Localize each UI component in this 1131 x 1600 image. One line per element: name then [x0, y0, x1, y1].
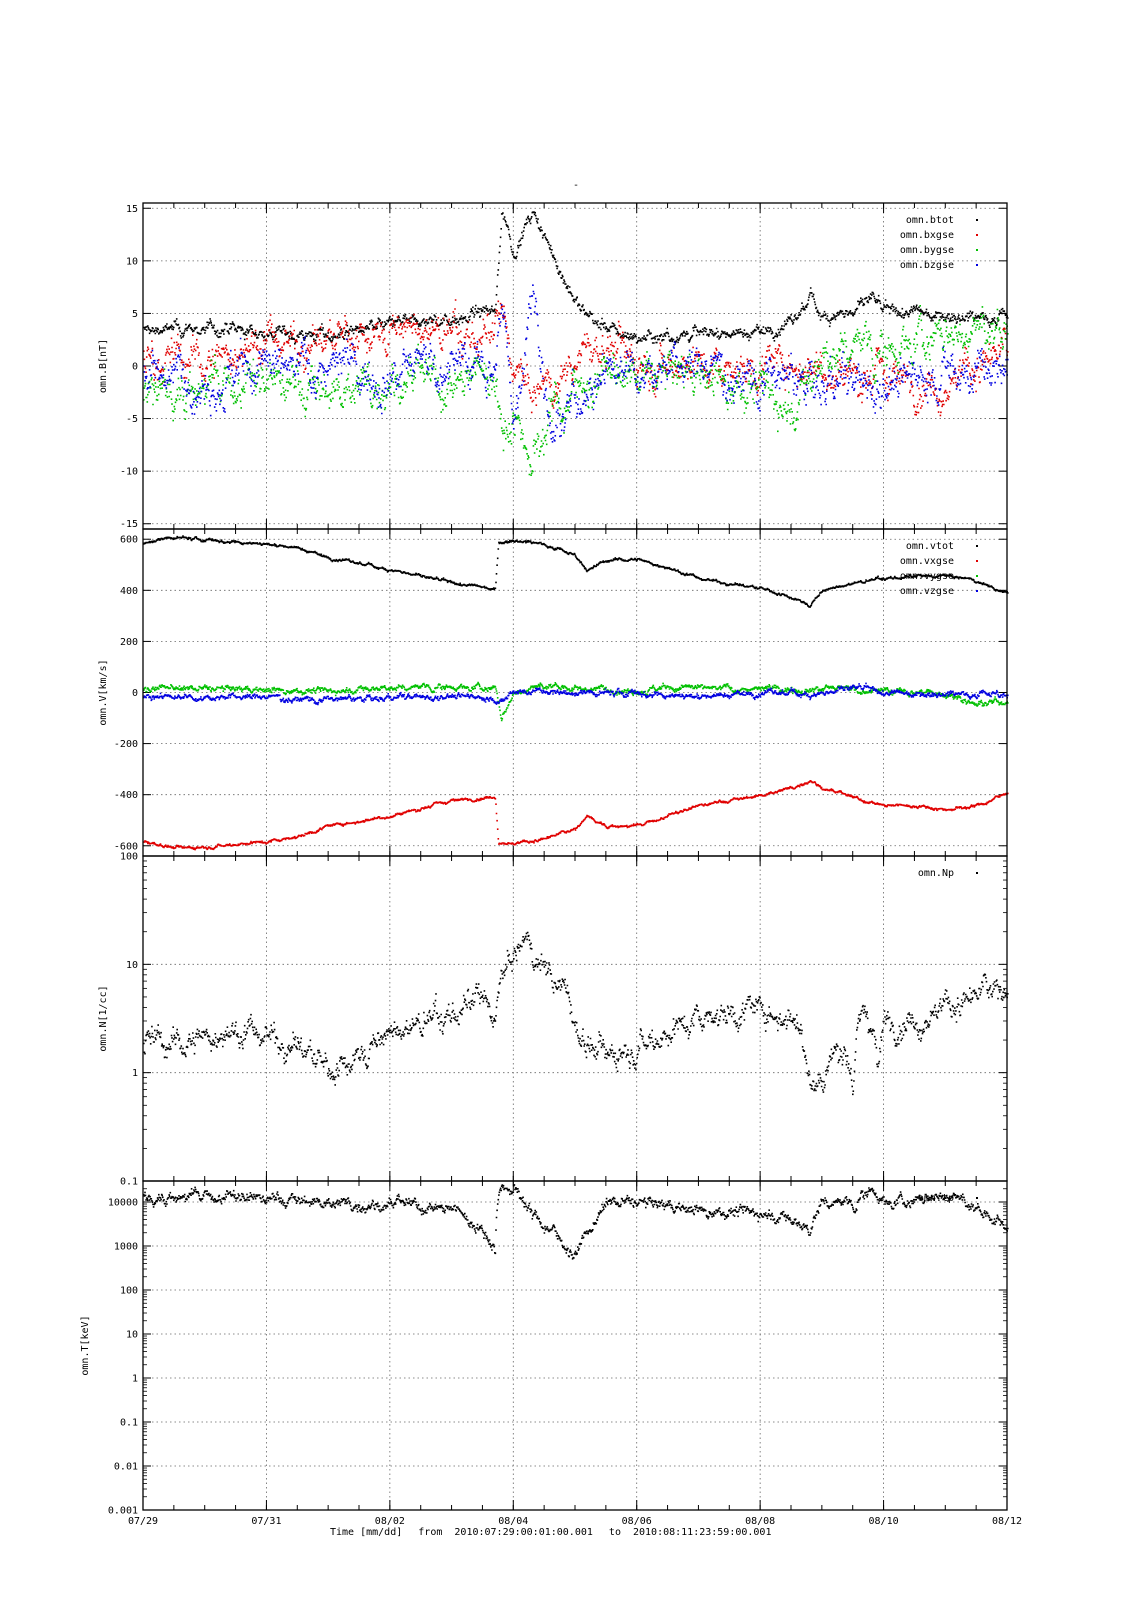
legend-label: omn.tp	[918, 1193, 954, 1204]
legend-marker	[976, 872, 978, 874]
legend-marker	[976, 249, 978, 251]
y-tick-label: 1000	[114, 1241, 138, 1252]
y-tick-label: 0.01	[114, 1461, 138, 1472]
y-tick-label: 0	[132, 688, 138, 699]
footer-to-label: to	[609, 1527, 621, 1538]
panel-T: 0.001 0.01 0.1 1 10 100 1000 10000 omn.tp omn.T[k…	[80, 1180, 1009, 1517]
y-tick-label: 10000	[108, 1197, 138, 1208]
data-points	[143, 1184, 1009, 1260]
data-points	[143, 780, 1009, 851]
y-tick-label: -10	[120, 467, 138, 478]
data-points	[143, 931, 1009, 1096]
series-omn-vzgse	[143, 682, 1009, 706]
x-tick-label: 07/29	[128, 1516, 158, 1527]
y-tick-label: 10	[126, 960, 138, 971]
footer-to-value: 2010:08:11:23:59:00.001	[633, 1527, 771, 1538]
y-tick-label: -200	[114, 739, 138, 750]
y-axis-label: omn.N[1/cc]	[98, 985, 109, 1051]
panels: -15-10-5051015omn.btotomn.bxgseomn.bygse…	[80, 202, 1022, 1527]
series-omn-tp	[143, 1184, 1009, 1260]
y-tick-label: -400	[114, 790, 138, 801]
y-tick-label: 10	[126, 256, 138, 267]
panel-V: -600 -400 -200 0 200 400 600 omn.vtot omn.vxgse o…	[98, 528, 1009, 857]
footer-time-label: Time [mm/dd] from 2010:07:29:00:01:00.00…	[330, 1527, 771, 1538]
x-tick-label: 07/31	[251, 1516, 281, 1527]
data-points	[143, 682, 1009, 706]
y-tick-label: 1	[132, 1373, 138, 1384]
panel-frame	[142, 855, 1008, 1182]
data-points	[143, 299, 1009, 417]
x-tick-label: 08/10	[869, 1516, 899, 1527]
data-points	[143, 305, 1009, 476]
series-omn-btot	[143, 211, 1009, 346]
data-points	[143, 681, 1009, 722]
y-tick-label: 600	[120, 535, 138, 546]
y-tick-label: 400	[120, 586, 138, 597]
y-axis-label: omn.B[nT]	[98, 339, 109, 393]
y-tick-label: 0.1	[120, 1417, 138, 1428]
y-tick-label: 10	[126, 1329, 138, 1340]
y-tick-label: 100	[120, 852, 138, 863]
legend-label: omn.bzgse	[900, 260, 954, 271]
y-axis-label: omn.T[keV]	[80, 1315, 91, 1375]
x-tick-label: 08/06	[622, 1516, 652, 1527]
series-omn-vxgse	[143, 780, 1009, 851]
figure-title: -	[573, 180, 579, 191]
footer-axis-label: Time [mm/dd]	[330, 1527, 402, 1538]
footer-from-label: from	[418, 1527, 442, 1538]
series-omn-vtot	[143, 535, 1009, 608]
y-tick-label: 0.001	[108, 1506, 138, 1517]
panel-frame	[142, 1180, 1008, 1511]
legend-label: omn.vtot	[906, 541, 954, 552]
series-omn-bygse	[143, 305, 1009, 476]
y-axis-label: omn.V[km/s]	[98, 659, 109, 725]
y-tick-label: -5	[126, 414, 138, 425]
legend-marker	[976, 234, 978, 236]
legend-marker	[976, 575, 978, 577]
x-tick-label: 08/08	[745, 1516, 775, 1527]
y-tick-label: 0.1	[120, 1177, 138, 1188]
footer-from-value: 2010:07:29:00:01:00.001	[454, 1527, 592, 1538]
legend-label: omn.bygse	[900, 245, 954, 256]
series-omn-bxgse	[143, 299, 1009, 417]
series-omn-vygse	[143, 681, 1009, 722]
x-tick-label: 08/12	[992, 1516, 1022, 1527]
legend-label: omn.vygse	[900, 571, 954, 582]
x-tick-label: 08/02	[375, 1516, 405, 1527]
legend-label: omn.vxgse	[900, 556, 954, 567]
y-tick-label: 200	[120, 637, 138, 648]
y-tick-label: -15	[120, 519, 138, 530]
panel-N: 0.1 1 10 100 omn.Np omn.N[1/cc]	[98, 852, 1009, 1188]
data-points	[143, 211, 1009, 346]
legend-marker	[976, 545, 978, 547]
y-tick-label: 15	[126, 204, 138, 215]
y-tick-label: 1	[132, 1068, 138, 1079]
y-tick-label: -600	[114, 841, 138, 852]
x-tick-label: 08/04	[498, 1516, 528, 1527]
panel-B: -15 -10 -5 0 5 10 15 omn.btot omn.bxgse omn.bygse…	[98, 202, 1009, 530]
legend-marker	[976, 560, 978, 562]
y-tick-label: 0	[132, 362, 138, 373]
data-points	[143, 535, 1009, 608]
legend-label: omn.bxgse	[900, 230, 954, 241]
legend-label: omn.Np	[918, 868, 954, 879]
legend-marker	[976, 590, 978, 592]
series-omn-Np	[143, 931, 1009, 1096]
legend-marker	[976, 1197, 978, 1199]
legend-label: omn.btot	[906, 215, 954, 226]
legend-marker	[976, 219, 978, 221]
y-tick-label: 5	[132, 309, 138, 320]
legend-marker	[976, 264, 978, 266]
legend-label: omn.vzgse	[900, 586, 954, 597]
y-tick-label: 100	[120, 1285, 138, 1296]
